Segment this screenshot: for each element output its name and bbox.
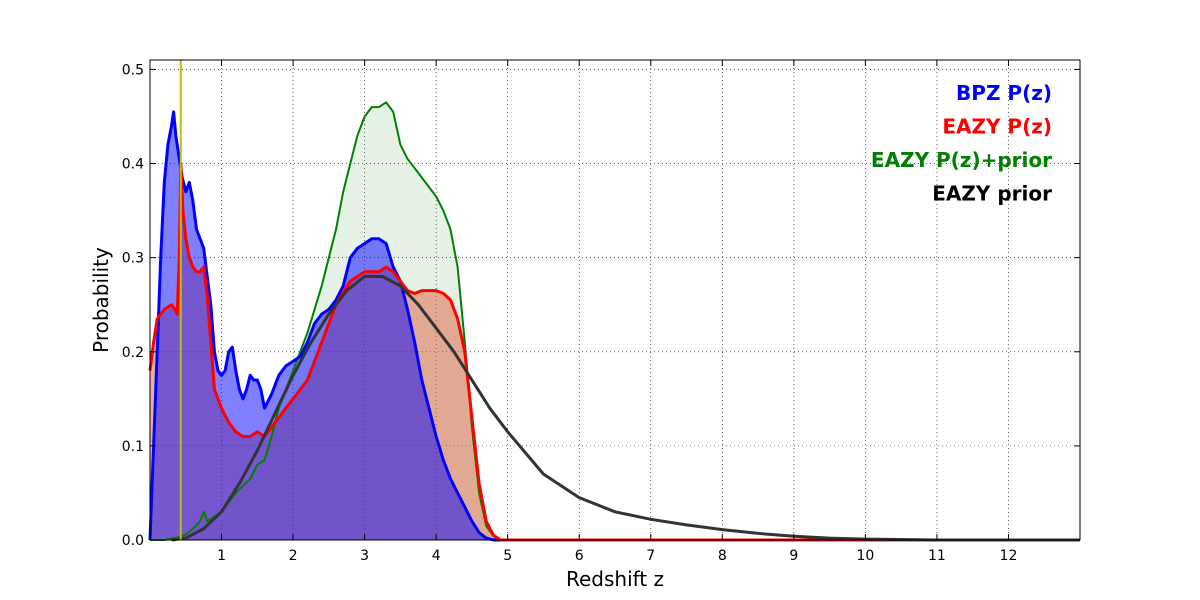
x-tick-label: 7: [646, 548, 655, 564]
x-tick-label: 5: [503, 548, 512, 564]
x-tick-label: 2: [289, 548, 298, 564]
legend-entry: EAZY prior: [932, 182, 1052, 206]
series-line-0: [148, 110, 1080, 542]
legend-entry: EAZY P(z): [942, 115, 1052, 139]
series-fill-0: [150, 111, 1080, 541]
legend-entry: BPZ P(z): [956, 81, 1052, 105]
y-tick-label: 0.1: [122, 439, 144, 455]
y-axis-label: Probability: [89, 247, 113, 353]
x-tick-label: 3: [360, 548, 369, 564]
series-line-2: [150, 101, 1080, 541]
y-tick-label: 0.5: [122, 62, 144, 78]
x-tick-label: 6: [575, 548, 584, 564]
legend-entry: EAZY P(z)+prior: [871, 148, 1052, 172]
x-axis-label: Redshift z: [566, 567, 664, 591]
y-tick-label: 0.3: [122, 251, 144, 267]
series-line-1: [148, 162, 1080, 542]
x-tick-label: 8: [718, 548, 727, 564]
series-lines: [148, 101, 1080, 542]
series-fills: [150, 102, 1080, 541]
series-line-3: [171, 275, 1080, 542]
x-tick-label: 10: [856, 548, 874, 564]
axis-ticks: 1 2 3 4 5 6 7 8 9 10 11 120.00.10.20.30.40.5: [122, 60, 1080, 564]
x-tick-label: 1: [217, 548, 226, 564]
x-tick-label: 4: [432, 548, 441, 564]
y-tick-label: 0.2: [122, 345, 144, 361]
y-tick-label: 0.4: [122, 157, 144, 173]
x-tick-label: 11: [928, 548, 946, 564]
grid: [150, 60, 1080, 541]
y-tick-label: 0.0: [122, 533, 144, 549]
x-tick-label: 9: [789, 548, 798, 564]
plot-frame: [149, 59, 1081, 541]
legend: BPZ P(z) EAZY P(z) EAZY P(z)+prior EAZY pri…: [871, 81, 1052, 206]
x-tick-label: 12: [1000, 548, 1018, 564]
